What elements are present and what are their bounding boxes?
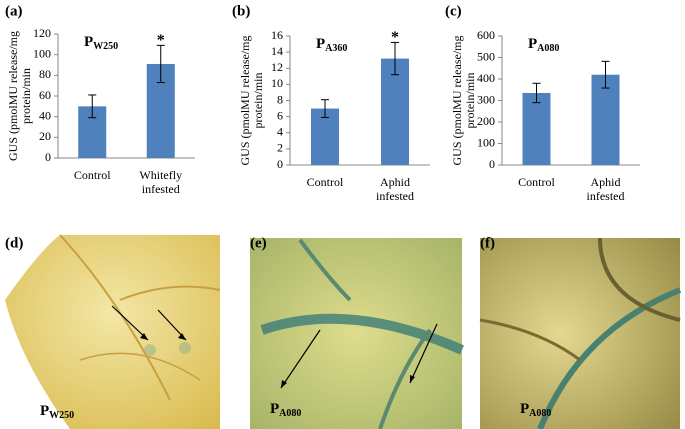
label-subscript: A080 — [529, 408, 551, 419]
bar-chart: (c) PA080 GUS (pmolMU release/mg protein/mi… — [445, 3, 640, 203]
label-main: P — [270, 401, 279, 417]
x-tick-label: infested — [376, 189, 414, 203]
panel-label: (d) — [5, 235, 23, 251]
x-tick-label: Control — [74, 168, 111, 182]
x-tick-label: infested — [587, 189, 625, 203]
y-tick-label: 0 — [277, 157, 283, 171]
x-tick-label: infested — [142, 182, 180, 196]
bar — [311, 108, 339, 165]
y-tick-label: 120 — [33, 26, 51, 40]
title-main: P — [316, 36, 325, 52]
y-tick-label: 60 — [39, 88, 51, 102]
significance-mark: * — [157, 32, 165, 49]
bar — [381, 58, 409, 166]
y-tick-label: 400 — [477, 71, 495, 85]
y-tick-label: 6 — [277, 108, 283, 122]
y-axis-label: GUS (pmolMU release/mg — [238, 36, 252, 166]
x-tick-label: Control — [307, 175, 344, 189]
title-main: P — [528, 36, 537, 52]
y-tick-label: 100 — [33, 46, 51, 60]
y-tick-label: 16 — [271, 28, 283, 42]
y-tick-label: 10 — [271, 76, 283, 90]
panel-label: (a) — [5, 3, 23, 19]
photo-e — [250, 238, 465, 429]
y-axis-label: protein/min — [463, 73, 477, 129]
panel-label: (b) — [232, 3, 250, 19]
photo-f — [479, 237, 682, 429]
panel-label: (c) — [445, 3, 462, 19]
label-subscript: W250 — [49, 410, 74, 421]
x-tick-label: Control — [518, 175, 555, 189]
label-main: P — [520, 401, 529, 417]
bar-chart: (b) PA360 GUS (pmolMU release/mg protein/mi… — [232, 3, 430, 203]
y-tick-label: 500 — [477, 49, 495, 63]
y-tick-label: 80 — [39, 67, 51, 81]
chart-title: PW250 — [84, 34, 118, 52]
chart-title: PA360 — [316, 36, 347, 54]
y-tick-label: 2 — [277, 141, 283, 155]
label-subscript: A080 — [279, 408, 301, 419]
y-tick-label: 600 — [477, 28, 495, 42]
photo-label: PA080 — [270, 401, 301, 419]
photo-label: PW250 — [40, 403, 74, 421]
photo-d — [5, 234, 221, 429]
y-tick-label: 40 — [39, 108, 51, 122]
x-tick-label: Aphid — [380, 175, 410, 189]
bar-chart: (a) PW250 GUS (pmolMU release/mg protein/mi… — [5, 3, 195, 196]
title-subscript: W250 — [93, 41, 118, 52]
y-tick-label: 4 — [277, 125, 283, 139]
photo-label: PA080 — [520, 401, 551, 419]
y-tick-label: 8 — [277, 92, 283, 106]
title-subscript: A360 — [325, 43, 347, 54]
y-tick-label: 12 — [271, 60, 283, 74]
y-tick-label: 14 — [271, 44, 283, 58]
y-axis-label: GUS (pmolMU release/mg — [450, 36, 464, 166]
bar — [522, 92, 551, 165]
panel-label: (e) — [250, 235, 267, 251]
y-tick-label: 0 — [489, 157, 495, 171]
y-tick-label: 200 — [477, 114, 495, 128]
panel-label: (f) — [480, 235, 495, 251]
bar — [591, 74, 620, 165]
y-axis-label: GUS (pmolMU release/mg — [6, 31, 20, 161]
y-tick-label: 300 — [477, 92, 495, 106]
y-tick-label: 20 — [39, 129, 51, 143]
x-tick-label: Aphid — [591, 175, 621, 189]
y-axis-label: protein/min — [19, 68, 33, 124]
title-main: P — [84, 34, 93, 50]
significance-mark: * — [391, 29, 399, 46]
chart-title: PA080 — [528, 36, 559, 54]
y-axis-label: protein/min — [251, 73, 265, 129]
label-main: P — [40, 403, 49, 419]
y-tick-label: 0 — [45, 150, 51, 164]
title-subscript: A080 — [537, 43, 559, 54]
x-tick-label: Whitefly — [139, 168, 182, 182]
y-tick-label: 100 — [477, 135, 495, 149]
